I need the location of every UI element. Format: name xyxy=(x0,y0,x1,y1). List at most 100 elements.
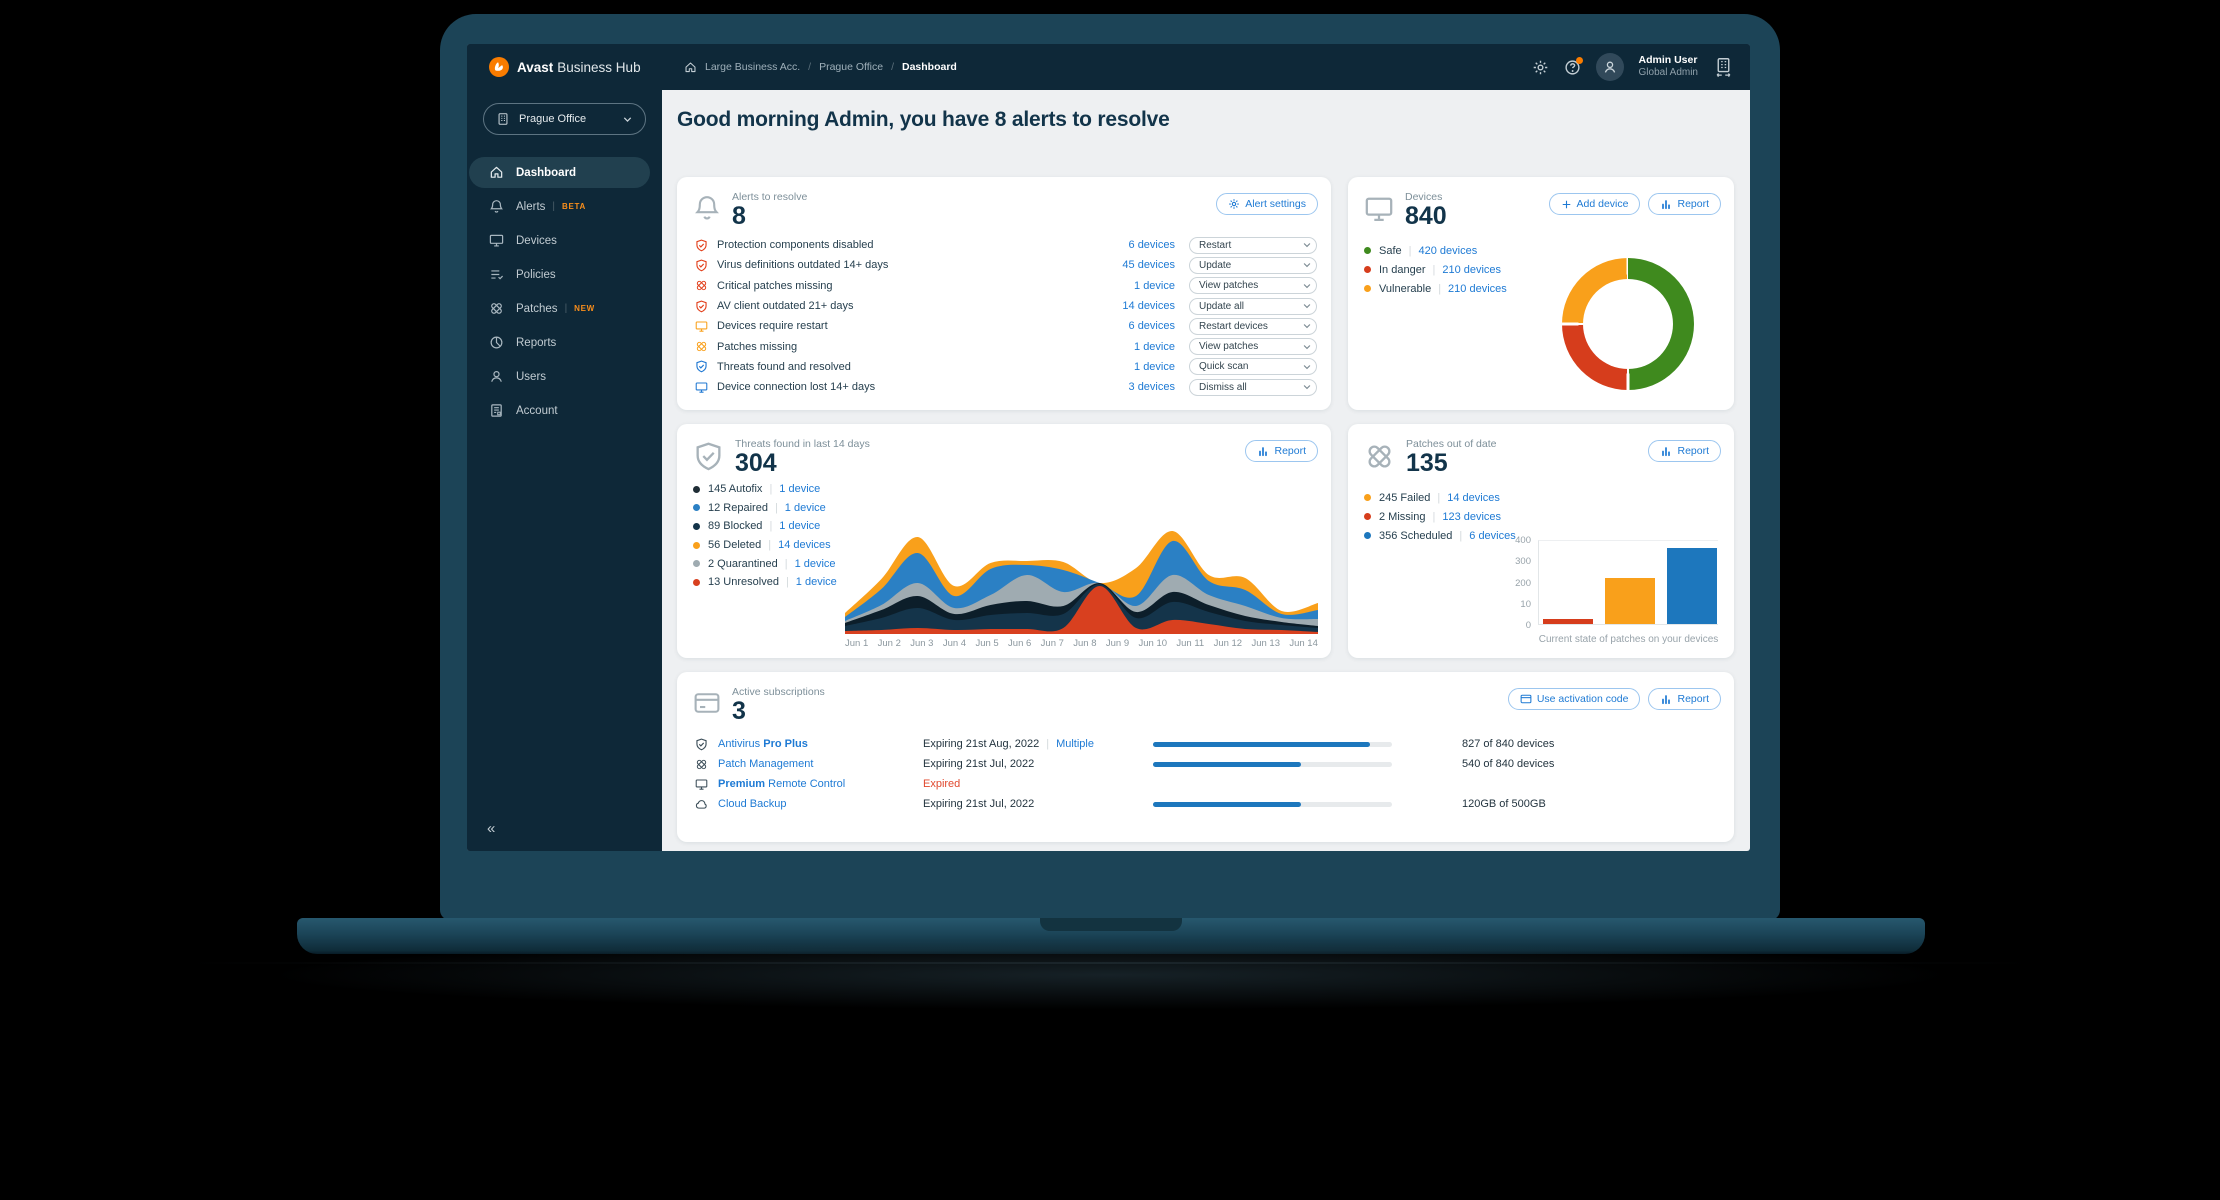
sidebar-item-users[interactable]: Users xyxy=(469,361,650,392)
devices-link[interactable]: 420 devices xyxy=(1418,244,1478,257)
devices-link[interactable]: 1 device xyxy=(1134,360,1175,373)
devices-link[interactable]: 1 device xyxy=(779,483,821,496)
devices-link[interactable]: 1 device xyxy=(779,520,821,533)
legend-row: 2 Quarantined | 1 device xyxy=(693,554,837,573)
devices-link[interactable]: 123 devices xyxy=(1442,510,1502,523)
threats-report-button[interactable]: Report xyxy=(1245,440,1318,462)
alert-row: AV client outdated 21+ days 14 devices Upd… xyxy=(677,296,1331,316)
legend-label: 145 Autofix xyxy=(708,483,763,496)
legend-label: 2 Quarantined xyxy=(708,557,778,570)
chevron-down-icon xyxy=(1302,362,1312,372)
subscription-usage: 540 of 840 devices xyxy=(1462,758,1555,770)
legend-label: Vulnerable xyxy=(1379,282,1432,295)
patch-icon xyxy=(489,301,504,316)
site-selector[interactable]: Prague Office xyxy=(483,103,646,135)
alert-action-select[interactable]: Quick scan xyxy=(1189,358,1317,376)
devices-link[interactable]: 1 device xyxy=(1134,340,1175,353)
legend-label: In danger xyxy=(1379,263,1426,276)
devices-link[interactable]: 1 device xyxy=(784,501,826,514)
sidebar-collapse-button[interactable]: « xyxy=(487,820,496,837)
devices-link[interactable]: 14 devices xyxy=(1447,491,1500,504)
patches-report-button[interactable]: Report xyxy=(1648,440,1721,462)
alert-settings-button[interactable]: Alert settings xyxy=(1216,193,1318,215)
use-activation-code-button[interactable]: Use activation code xyxy=(1507,688,1641,710)
threats-area-chart xyxy=(845,530,1318,634)
legend-row: 245 Failed | 14 devices xyxy=(1364,488,1516,507)
sidebar-item-dashboard[interactable]: Dashboard xyxy=(469,157,650,188)
sidebar-item-policies[interactable]: Policies xyxy=(469,259,650,290)
alert-action-select[interactable]: Restart xyxy=(1189,236,1317,254)
subscription-name-link[interactable]: Patch Management xyxy=(718,758,814,770)
sidebar-item-account[interactable]: Account xyxy=(469,395,650,426)
breadcrumb-account[interactable]: Large Business Acc. xyxy=(705,61,801,73)
legend-dot xyxy=(1364,247,1371,254)
x-axis-label: Jun 3 xyxy=(910,638,934,649)
subscriptions-report-button[interactable]: Report xyxy=(1648,688,1721,710)
alert-action-select[interactable]: Restart devices xyxy=(1189,317,1317,335)
sidebar-item-alerts[interactable]: Alerts | BETA xyxy=(469,191,650,222)
alert-action-select[interactable]: Update all xyxy=(1189,297,1317,315)
legend-dot xyxy=(1364,266,1371,273)
devices-link[interactable]: 1 device xyxy=(794,557,836,570)
subscription-name-link[interactable]: Premium Remote Control xyxy=(718,778,846,790)
alert-action-select[interactable]: Dismiss all xyxy=(1189,378,1317,396)
site-selector-label: Prague Office xyxy=(519,113,587,125)
legend-dot xyxy=(693,504,700,512)
legend-row: 12 Repaired | 1 device xyxy=(693,499,837,518)
avatar[interactable] xyxy=(1595,53,1624,81)
devices-link[interactable]: 14 devices xyxy=(1122,300,1175,313)
devices-link[interactable]: 6 devices xyxy=(1469,529,1516,542)
user-menu[interactable]: Admin User Global Admin xyxy=(1639,54,1698,80)
legend-row: Vulnerable | 210 devices xyxy=(1364,279,1507,298)
y-axis-label: 200 xyxy=(1515,577,1531,589)
sidebar-item-label: Alerts xyxy=(516,200,546,213)
org-switcher-icon[interactable] xyxy=(1713,57,1734,78)
devices-link[interactable]: 6 devices xyxy=(1128,320,1175,333)
devices-link[interactable]: 6 devices xyxy=(1128,239,1175,252)
monitor-icon xyxy=(695,381,708,394)
subscription-name-link[interactable]: Cloud Backup xyxy=(718,798,787,810)
sidebar-item-patches[interactable]: Patches | NEW xyxy=(469,293,650,324)
devices-link[interactable]: 45 devices xyxy=(1122,259,1175,272)
alert-label: Patches missing xyxy=(717,340,798,353)
bar-failed xyxy=(1605,578,1655,624)
devices-report-button[interactable]: Report xyxy=(1648,193,1721,215)
shieldCheck-icon xyxy=(695,300,708,313)
usage-progress-fill xyxy=(1153,761,1302,767)
threats-card: Threats found in last 14 days 304 Report xyxy=(677,424,1331,658)
alert-row: Device connection lost 14+ days 3 devices… xyxy=(677,377,1331,397)
devices-link[interactable]: 3 devices xyxy=(1128,381,1175,394)
legend-row: 2 Missing | 123 devices xyxy=(1364,507,1516,526)
alert-row: Threats found and resolved 1 device Quick … xyxy=(677,357,1331,377)
sidebar-item-reports[interactable]: Reports xyxy=(469,327,650,358)
usage-progress-fill xyxy=(1153,741,1371,747)
patch-icon xyxy=(695,279,708,292)
add-device-button[interactable]: Add device xyxy=(1548,193,1641,215)
legend-divider: | xyxy=(769,483,773,496)
breadcrumb-site[interactable]: Prague Office xyxy=(819,61,884,73)
help-icon[interactable] xyxy=(1564,56,1583,76)
legend-dot xyxy=(1364,494,1371,501)
multiple-link[interactable]: Multiple xyxy=(1056,738,1094,750)
subscription-name-link[interactable]: Antivirus Pro Plus xyxy=(718,738,808,750)
sidebar-item-label: Policies xyxy=(516,268,556,281)
alert-action-select[interactable]: View patches xyxy=(1189,338,1317,356)
notification-dot xyxy=(1575,56,1583,64)
legend-row: 145 Autofix | 1 device xyxy=(693,480,837,499)
alert-row: Devices require restart 6 devices Restart … xyxy=(677,316,1331,336)
devices-link[interactable]: 210 devices xyxy=(1442,263,1502,276)
devices-link[interactable]: 14 devices xyxy=(778,539,831,552)
gear-icon[interactable] xyxy=(1532,59,1549,76)
bar-missing xyxy=(1543,619,1593,624)
devices-link[interactable]: 1 device xyxy=(795,576,837,589)
sidebar-item-devices[interactable]: Devices xyxy=(469,225,650,256)
devices-link[interactable]: 210 devices xyxy=(1448,282,1507,295)
devices-link[interactable]: 1 device xyxy=(1134,279,1175,292)
alert-action-select[interactable]: View patches xyxy=(1189,277,1317,295)
legend-divider: | xyxy=(1459,529,1463,542)
alert-action-select[interactable]: Update xyxy=(1189,256,1317,274)
report-bars-icon xyxy=(1660,445,1672,457)
legend-divider: | xyxy=(1046,738,1050,750)
patches-chart-caption: Current state of patches on your devices xyxy=(1538,634,1719,645)
patch-icon xyxy=(695,758,708,771)
